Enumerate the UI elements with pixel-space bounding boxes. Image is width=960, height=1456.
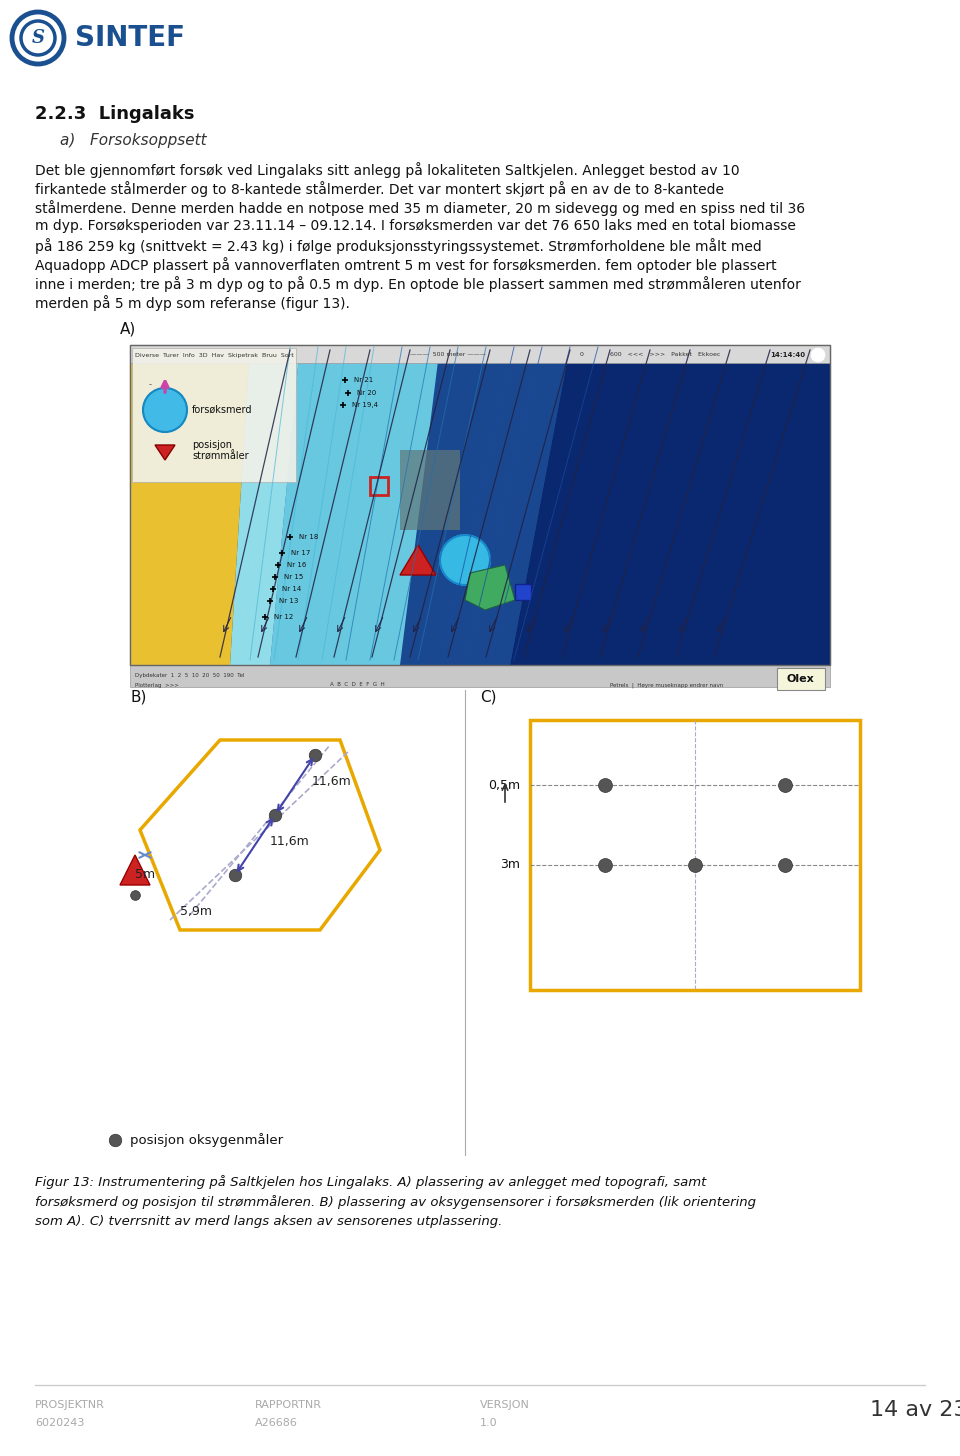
- Text: forsøksmerd: forsøksmerd: [192, 405, 252, 415]
- Text: 11,6m: 11,6m: [312, 776, 351, 789]
- Text: PROSJEKTNR: PROSJEKTNR: [35, 1401, 105, 1409]
- Text: 5,9m: 5,9m: [180, 906, 212, 919]
- Text: 3m: 3m: [500, 859, 520, 872]
- Text: 0,5m: 0,5m: [488, 779, 520, 792]
- Bar: [130, 345, 830, 363]
- Text: 600   <<<   >>>   Pakket   Ekkoec: 600 <<< >>> Pakket Ekkoec: [610, 352, 720, 358]
- Polygon shape: [400, 345, 570, 665]
- Text: Aquadopp ADCP plassert på vannoverflaten omtrent 5 m vest for forsøksmerden. fem: Aquadopp ADCP plassert på vannoverflaten…: [35, 258, 777, 272]
- Text: forsøksmerd og posisjon til strømmåleren. B) plassering av oksygensensorer i for: forsøksmerd og posisjon til strømmåleren…: [35, 1195, 756, 1208]
- Polygon shape: [120, 855, 150, 885]
- Text: 2.2.3  Lingalaks: 2.2.3 Lingalaks: [35, 105, 195, 122]
- FancyBboxPatch shape: [777, 668, 825, 690]
- Text: -: -: [149, 380, 152, 390]
- Text: SINTEF: SINTEF: [75, 23, 185, 52]
- Text: Nr 14: Nr 14: [282, 585, 301, 593]
- Text: Det ble gjennomført forsøk ved Lingalaks sitt anlegg på lokaliteten Saltkjelen. : Det ble gjennomført forsøk ved Lingalaks…: [35, 162, 739, 178]
- Text: Diverse  Turer  Info  3D  Hav  Skipetrak  Bruu  Sort: Diverse Turer Info 3D Hav Skipetrak Bruu…: [135, 352, 294, 358]
- Circle shape: [143, 387, 187, 432]
- Text: 14 av 23: 14 av 23: [870, 1401, 960, 1420]
- Text: A26686: A26686: [255, 1418, 298, 1428]
- Text: som A). C) tverrsnitt av merd langs aksen av sensorenes utplassering.: som A). C) tverrsnitt av merd langs akse…: [35, 1214, 502, 1227]
- Text: Nr 16: Nr 16: [287, 562, 306, 568]
- Text: a)   Forsoksoppsett: a) Forsoksoppsett: [60, 132, 206, 149]
- Text: RAPPORTNR: RAPPORTNR: [255, 1401, 322, 1409]
- FancyBboxPatch shape: [132, 348, 296, 482]
- Text: inne i merden; tre på 3 m dyp og to på 0.5 m dyp. En optode ble plassert sammen : inne i merden; tre på 3 m dyp og to på 0…: [35, 277, 801, 293]
- Text: merden på 5 m dyp som referanse (figur 13).: merden på 5 m dyp som referanse (figur 1…: [35, 296, 349, 312]
- Text: stålmerdene. Denne merden hadde en notpose med 35 m diameter, 20 m sidevegg og m: stålmerdene. Denne merden hadde en notpo…: [35, 199, 805, 215]
- Text: 5m: 5m: [135, 868, 156, 881]
- Circle shape: [811, 348, 825, 363]
- Text: posisjon oksygenmåler: posisjon oksygenmåler: [130, 1133, 283, 1147]
- Text: strømmåler: strømmåler: [192, 451, 249, 462]
- Bar: [530, 721, 860, 990]
- Bar: [515, 584, 531, 600]
- Polygon shape: [465, 565, 515, 610]
- Text: Nr 13: Nr 13: [279, 598, 299, 604]
- Text: Petrels  |  Høyre museknapp endrer navn: Petrels | Høyre museknapp endrer navn: [610, 683, 723, 687]
- Text: 0: 0: [580, 352, 584, 358]
- Text: A): A): [120, 322, 136, 336]
- Bar: [370, 478, 388, 495]
- Polygon shape: [230, 345, 300, 665]
- Bar: [130, 345, 830, 665]
- Bar: [130, 345, 830, 665]
- Text: VERSJON: VERSJON: [480, 1401, 530, 1409]
- Polygon shape: [130, 345, 250, 665]
- Text: posisjon: posisjon: [192, 440, 232, 450]
- Circle shape: [440, 534, 490, 585]
- Text: Nr 20: Nr 20: [357, 390, 376, 396]
- Text: Figur 13: Instrumentering på Saltkjelen hos Lingalaks. A) plassering av anlegget: Figur 13: Instrumentering på Saltkjelen …: [35, 1175, 707, 1190]
- Bar: [400, 450, 460, 530]
- Text: Nr 12: Nr 12: [274, 614, 293, 620]
- Text: ———  500 meter ———: ——— 500 meter ———: [410, 352, 486, 358]
- Polygon shape: [155, 446, 175, 460]
- Text: 1.0: 1.0: [480, 1418, 497, 1428]
- Text: S: S: [32, 29, 44, 47]
- Text: Nr 17: Nr 17: [291, 550, 310, 556]
- Text: Olex: Olex: [786, 674, 814, 684]
- Text: C): C): [480, 690, 496, 705]
- Text: 14:14:40: 14:14:40: [770, 352, 805, 358]
- Text: Nr 18: Nr 18: [299, 534, 319, 540]
- Text: Dybdekater  1  2  5  10  20  50  190  Tel: Dybdekater 1 2 5 10 20 50 190 Tel: [135, 673, 245, 677]
- Text: 6020243: 6020243: [35, 1418, 84, 1428]
- Text: Nr 19,4: Nr 19,4: [352, 402, 378, 408]
- Text: 11,6m: 11,6m: [270, 836, 310, 849]
- Text: A  B  C  D  E  F  G  H: A B C D E F G H: [330, 683, 385, 687]
- Text: Nr 21: Nr 21: [354, 377, 373, 383]
- Polygon shape: [270, 345, 440, 665]
- Text: Plotterlag  >>>: Plotterlag >>>: [135, 683, 179, 687]
- Polygon shape: [510, 345, 830, 665]
- Bar: [130, 665, 830, 687]
- Text: m dyp. Forsøksperioden var 23.11.14 – 09.12.14. I forsøksmerden var det 76 650 l: m dyp. Forsøksperioden var 23.11.14 – 09…: [35, 218, 796, 233]
- Text: firkantede stålmerder og to 8-kantede stålmerder. Det var montert skjørt på en a: firkantede stålmerder og to 8-kantede st…: [35, 181, 724, 197]
- Text: på 186 259 kg (snittvekt = 2.43 kg) i følge produksjonsstyringssystemet. Strømfo: på 186 259 kg (snittvekt = 2.43 kg) i fø…: [35, 237, 761, 253]
- Text: B): B): [130, 690, 146, 705]
- Polygon shape: [400, 545, 436, 575]
- Text: Nr 15: Nr 15: [284, 574, 303, 579]
